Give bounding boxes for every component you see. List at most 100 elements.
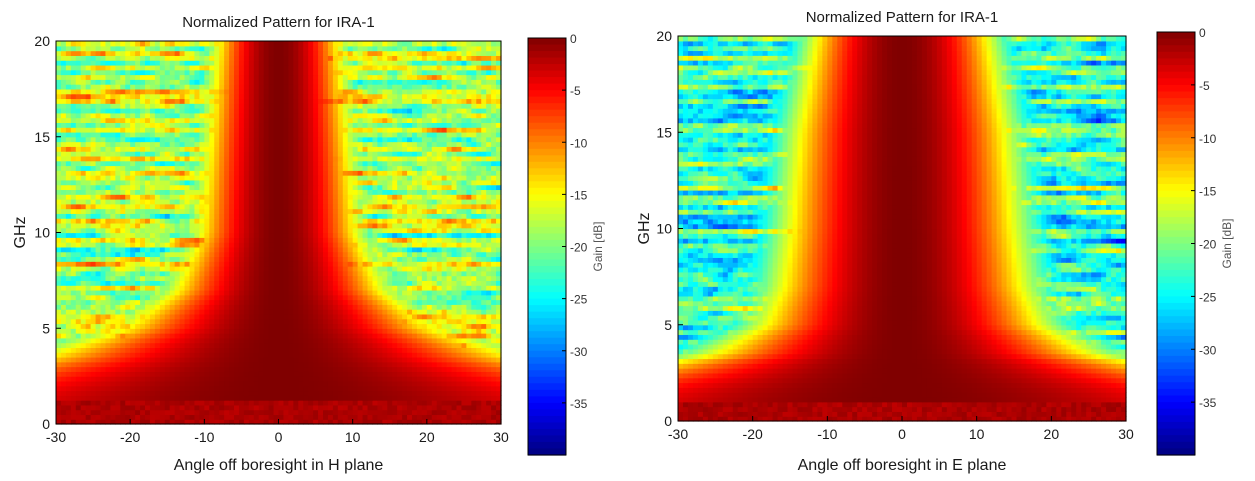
heatmap-cell: [85, 371, 92, 377]
heatmap-cell: [174, 333, 181, 339]
heatmap-cell: [199, 160, 205, 167]
heatmap-cell: [268, 366, 275, 372]
heatmap-cell: [194, 261, 200, 267]
heatmap-cell: [402, 342, 408, 348]
heatmap-cell: [169, 170, 176, 176]
heatmap-cell: [446, 194, 453, 200]
heatmap-cell: [407, 414, 413, 420]
heatmap-cell: [421, 380, 428, 387]
heatmap-cell: [179, 175, 186, 181]
heatmap-cell: [352, 404, 359, 411]
heatmap-cell: [402, 328, 408, 334]
heatmap-cell: [416, 414, 423, 420]
heatmap-cell: [65, 175, 72, 181]
heatmap-cell: [421, 285, 428, 291]
heatmap-cell: [446, 208, 453, 214]
heatmap-cell: [407, 376, 413, 382]
heatmap-cell: [238, 404, 245, 411]
heatmap-cell: [164, 275, 171, 281]
heatmap-cell: [105, 323, 111, 329]
heatmap-cell: [238, 227, 245, 234]
heatmap-cell: [80, 409, 87, 416]
heatmap-cell: [115, 299, 121, 305]
heatmap-cell: [90, 275, 97, 281]
heatmap-cell: [169, 376, 176, 382]
heatmap-cell: [120, 409, 126, 416]
heatmap-cell: [60, 347, 67, 353]
heatmap-cell: [224, 404, 230, 411]
heatmap-cell: [253, 275, 260, 281]
heatmap-cell: [229, 337, 235, 344]
heatmap-cell: [164, 242, 171, 248]
heatmap-cell: [159, 337, 166, 344]
heatmap-cell: [70, 179, 77, 186]
heatmap-cell: [149, 266, 156, 272]
heatmap-cell: [288, 179, 294, 186]
heatmap-cell: [209, 390, 215, 396]
heatmap-cell: [258, 242, 265, 248]
heatmap-cell: [412, 285, 418, 291]
heatmap-cell: [199, 222, 205, 229]
heatmap-cell: [209, 342, 215, 348]
heatmap-cell: [154, 232, 161, 238]
heatmap-cell: [466, 313, 472, 320]
heatmap-cell: [421, 256, 428, 262]
heatmap-cell: [209, 203, 215, 210]
heatmap-cell: [397, 170, 403, 176]
heatmap-cell: [431, 337, 438, 344]
heatmap-cell: [125, 280, 131, 286]
heatmap-cell: [303, 361, 309, 368]
heatmap-cell: [120, 256, 126, 262]
heatmap-cell: [70, 208, 77, 214]
heatmap-cell: [382, 189, 388, 195]
heatmap-cell: [431, 323, 438, 329]
heatmap-cell: [441, 342, 448, 348]
heatmap-cell: [149, 218, 156, 224]
heatmap-cell: [392, 328, 398, 334]
heatmap-cell: [347, 261, 354, 267]
heatmap-cell: [471, 256, 477, 262]
heatmap-cell: [451, 304, 458, 310]
heatmap-cell: [496, 251, 502, 258]
heatmap-cell: [234, 294, 240, 301]
heatmap-cell: [456, 218, 463, 224]
heatmap-cell: [209, 237, 215, 243]
heatmap-cell: [486, 337, 492, 344]
heatmap-cell: [412, 299, 418, 305]
heatmap-cell: [436, 227, 443, 234]
heatmap-cell: [56, 361, 62, 368]
heatmap-cell: [471, 242, 477, 248]
heatmap-cell: [224, 237, 230, 243]
heatmap-cell: [164, 299, 171, 305]
heatmap-cell: [362, 328, 369, 334]
heatmap-cell: [110, 242, 116, 248]
heatmap-cell: [169, 304, 176, 310]
heatmap-cell: [412, 400, 418, 406]
heatmap-cell: [70, 323, 77, 329]
heatmap-cell: [194, 251, 200, 258]
heatmap-cell: [100, 309, 107, 315]
heatmap-cell: [229, 227, 235, 234]
heatmap-cell: [392, 347, 398, 353]
heatmap-cell: [486, 366, 492, 372]
heatmap-cell: [238, 218, 245, 224]
heatmap-cell: [234, 419, 240, 425]
heatmap-cell: [337, 328, 344, 334]
heatmap-cell: [441, 189, 448, 195]
heatmap-cell: [347, 400, 354, 406]
heatmap-cell: [357, 160, 364, 167]
heatmap-cell: [105, 313, 111, 320]
heatmap-cell: [491, 246, 497, 253]
heatmap-cell: [60, 160, 67, 167]
heatmap-cell: [149, 165, 156, 171]
heatmap-cell: [412, 232, 418, 238]
heatmap-cell: [377, 261, 383, 267]
heatmap-cell: [100, 285, 107, 291]
heatmap-cell: [327, 352, 334, 358]
heatmap-cell: [60, 155, 67, 162]
heatmap-cell: [115, 251, 121, 258]
heatmap-cell: [481, 395, 487, 401]
heatmap-cell: [357, 270, 364, 277]
heatmap-cell: [412, 266, 418, 272]
heatmap-cell: [342, 409, 349, 416]
